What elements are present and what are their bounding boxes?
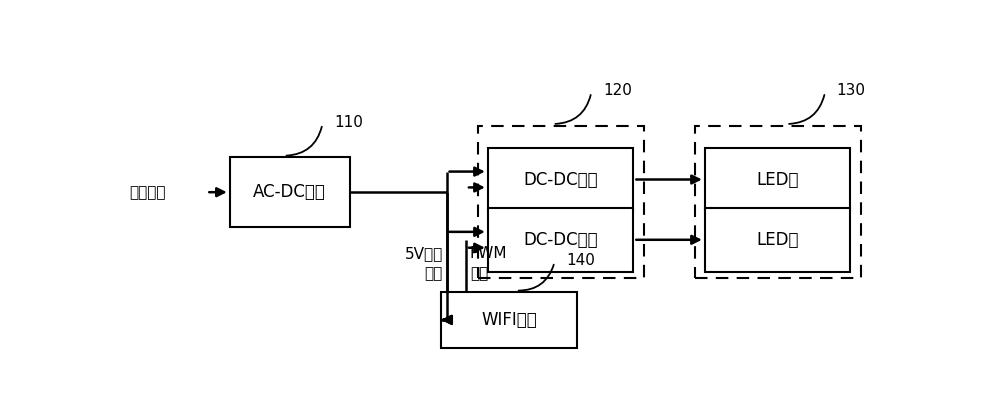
Text: 120: 120: [603, 83, 632, 98]
Text: WIFI模块: WIFI模块: [481, 311, 537, 329]
Text: LED灯: LED灯: [756, 171, 799, 189]
Bar: [705, 148, 850, 211]
Text: 110: 110: [334, 115, 363, 130]
Text: PWM
信号: PWM 信号: [470, 246, 507, 281]
Text: 交流电源: 交流电源: [129, 185, 165, 200]
Bar: [488, 208, 633, 272]
Bar: [478, 126, 644, 278]
Text: AC-DC电路: AC-DC电路: [253, 183, 326, 201]
Text: DC-DC电路: DC-DC电路: [523, 171, 598, 189]
Bar: [695, 126, 861, 278]
Text: 130: 130: [837, 83, 866, 98]
Text: LED灯: LED灯: [756, 231, 799, 249]
Bar: [441, 292, 577, 348]
Bar: [488, 148, 633, 211]
Bar: [705, 208, 850, 272]
Text: 5V供电
电源: 5V供电 电源: [404, 246, 443, 281]
Text: 140: 140: [566, 253, 595, 268]
Text: DC-DC电路: DC-DC电路: [523, 231, 598, 249]
Bar: [230, 157, 350, 227]
